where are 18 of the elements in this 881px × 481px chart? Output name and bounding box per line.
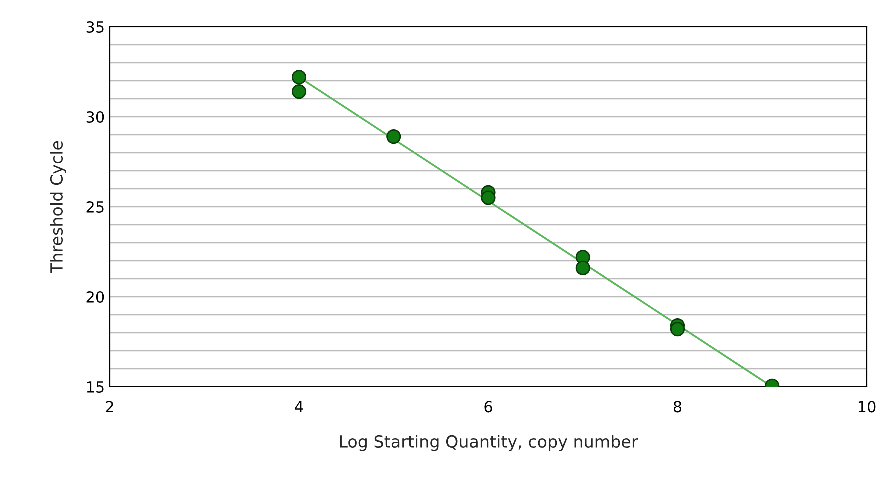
y-axis-title: Threshold Cycle [50, 141, 66, 274]
point [386, 130, 402, 144]
y-tick-label: 15 [87, 382, 104, 394]
y-tick-label: 25 [86, 201, 104, 214]
point [292, 84, 307, 100]
x-tick-label: 4 [295, 401, 304, 412]
y-tick-label: 30 [86, 111, 104, 124]
x-tick-label: 6 [484, 401, 492, 413]
x-tick-label: 10 [858, 401, 876, 413]
point [481, 190, 496, 206]
point [576, 260, 590, 276]
x-axis-title: Log Starting Quantity, copy number [340, 435, 638, 452]
x-tick-label: 8 [674, 401, 682, 413]
x-tick-label: 2 [106, 401, 114, 412]
point [670, 322, 686, 337]
point [292, 70, 307, 85]
y-tick-label: 35 [86, 21, 104, 34]
y-tick-label: 20 [86, 291, 104, 304]
